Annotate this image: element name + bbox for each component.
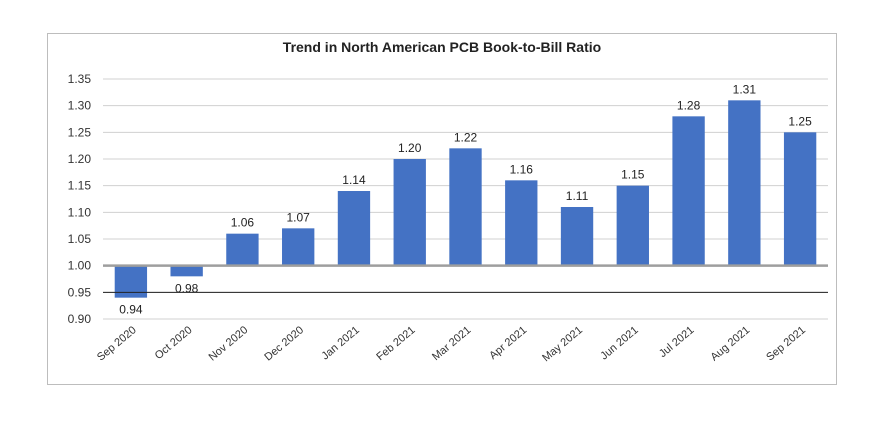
data-label: 1.15 — [621, 168, 645, 182]
data-label: 0.94 — [119, 303, 143, 317]
x-tick-label: Feb 2021 — [374, 324, 417, 363]
x-tick-label: Apr 2021 — [487, 324, 529, 362]
data-label: 1.25 — [788, 114, 812, 128]
x-tick-label: Aug 2021 — [708, 324, 752, 363]
data-label: 1.14 — [342, 173, 366, 187]
y-tick-label: 0.90 — [68, 312, 92, 326]
y-tick-label: 1.25 — [68, 125, 92, 139]
bar — [560, 207, 594, 266]
bar — [114, 265, 148, 298]
y-tick-label: 0.95 — [68, 285, 92, 299]
data-label: 1.06 — [231, 216, 255, 230]
bar — [393, 159, 426, 266]
x-tick-label: Dec 2020 — [262, 324, 306, 363]
y-tick-label: 1.00 — [68, 259, 92, 273]
x-tick-label: Sep 2020 — [95, 324, 139, 363]
bar — [170, 265, 203, 277]
bar — [728, 100, 761, 266]
y-tick-label: 1.10 — [68, 205, 92, 219]
bar — [282, 228, 315, 266]
data-label: 0.98 — [175, 281, 199, 295]
data-label: 1.28 — [677, 98, 701, 112]
y-tick-label: 1.15 — [68, 179, 92, 193]
chart-title: Trend in North American PCB Book-to-Bill… — [282, 39, 602, 55]
x-tick-label: Mar 2021 — [430, 324, 473, 363]
x-tick-label: Jan 2021 — [320, 324, 362, 362]
y-tick-label: 1.20 — [68, 152, 92, 166]
data-label: 1.11 — [566, 189, 589, 203]
bar — [505, 180, 538, 266]
bar — [616, 185, 649, 266]
bar — [672, 116, 705, 266]
bar — [226, 233, 259, 266]
bar-chart: 0.90 0.95 1.00 1.05 1.10 1.15 1.20 1.25 1.30 1.35… — [68, 72, 828, 364]
data-label: 1.16 — [510, 162, 534, 176]
y-tick-label: 1.35 — [68, 72, 92, 86]
data-label: 1.22 — [454, 130, 478, 144]
x-tick-label: Jul 2021 — [657, 324, 697, 360]
bar — [783, 132, 817, 266]
bar — [337, 191, 371, 266]
x-tick-label: May 2021 — [540, 324, 585, 364]
bar — [449, 148, 482, 266]
y-tick-label: 1.30 — [68, 99, 92, 113]
chart-frame: Trend in North American PCB Book-to-Bill… — [47, 33, 837, 385]
x-tick-label: Oct 2020 — [153, 324, 195, 362]
data-label: 1.31 — [733, 82, 757, 96]
y-tick-label: 1.05 — [68, 232, 92, 246]
data-label: 1.07 — [287, 210, 311, 224]
x-tick-label: Jun 2021 — [598, 324, 640, 362]
x-tick-label: Sep 2021 — [764, 324, 808, 363]
x-tick-label: Nov 2020 — [207, 324, 251, 363]
data-label: 1.20 — [398, 141, 422, 155]
